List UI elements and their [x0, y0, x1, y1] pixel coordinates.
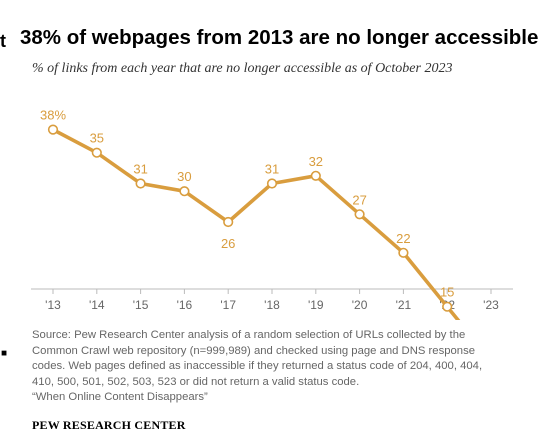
x-tick-label: '14	[89, 298, 105, 312]
cropped-edge-letter: t	[0, 31, 6, 51]
data-point	[310, 170, 321, 181]
x-tick-label: '15	[133, 298, 149, 312]
source-note-line: Common Crawl web repository (n=999,989) …	[32, 344, 476, 357]
data-point	[91, 147, 102, 158]
source-note-line: 410, 500, 501, 502, 503, 523 or did not …	[32, 375, 360, 388]
brand-logo-text: PEW RESEARCH CENTER	[32, 418, 186, 432]
data-label: 30	[177, 169, 191, 184]
data-point	[442, 301, 453, 312]
data-label: 31	[133, 162, 147, 177]
data-label: 32	[309, 154, 323, 169]
data-label: 35	[90, 131, 104, 146]
x-tick-label: '18	[264, 298, 280, 312]
data-point	[179, 186, 190, 197]
source-note: Source: Pew Research Center analysis of …	[32, 328, 532, 406]
data-label: 38%	[40, 108, 66, 123]
chart-subtitle: % of links from each year that are no lo…	[32, 61, 453, 76]
line-chart: '13'14'15'16'17'18'19'20'21'22'2338%3531…	[31, 108, 513, 320]
data-label: 22	[396, 231, 410, 246]
data-point	[354, 209, 365, 220]
data-point	[47, 124, 59, 135]
x-tick-label: '19	[308, 298, 324, 312]
data-point	[398, 247, 409, 258]
x-tick-label: '17	[220, 298, 236, 312]
data-point	[223, 216, 234, 228]
source-note-line: Source: Pew Research Center analysis of …	[32, 329, 466, 341]
data-label: 26	[221, 236, 235, 251]
data-point	[266, 178, 278, 189]
chart-title: 38% of webpages from 2013 are no longer …	[20, 26, 539, 49]
data-label: 27	[352, 192, 366, 207]
x-tick-label: '21	[396, 298, 412, 312]
x-tick-label: '20	[352, 298, 368, 312]
source-note-line: codes. Web pages defined as inaccessible…	[32, 360, 483, 373]
data-label: 15	[440, 285, 454, 300]
data-point	[135, 178, 146, 189]
x-tick-label: '23	[483, 298, 499, 312]
cropped-edge-mark: ■	[1, 348, 8, 359]
data-label: 31	[265, 162, 279, 177]
report-title-note: “When Online Content Disappears”	[32, 391, 208, 404]
x-tick-label: '16	[177, 298, 193, 312]
x-tick-label: '13	[45, 298, 61, 312]
